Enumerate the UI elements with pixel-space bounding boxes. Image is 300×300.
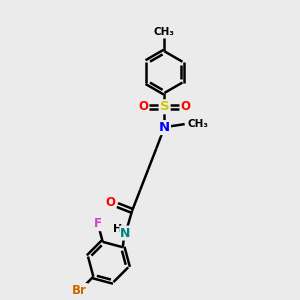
- Text: O: O: [181, 100, 191, 113]
- Text: F: F: [94, 217, 102, 230]
- Text: O: O: [138, 100, 148, 113]
- Text: H: H: [113, 224, 122, 234]
- Text: O: O: [106, 196, 116, 209]
- Text: S: S: [160, 100, 169, 113]
- Text: N: N: [120, 226, 130, 240]
- Text: N: N: [159, 121, 170, 134]
- Text: Br: Br: [72, 284, 87, 297]
- Text: CH₃: CH₃: [188, 119, 208, 129]
- Text: CH₃: CH₃: [154, 27, 175, 37]
